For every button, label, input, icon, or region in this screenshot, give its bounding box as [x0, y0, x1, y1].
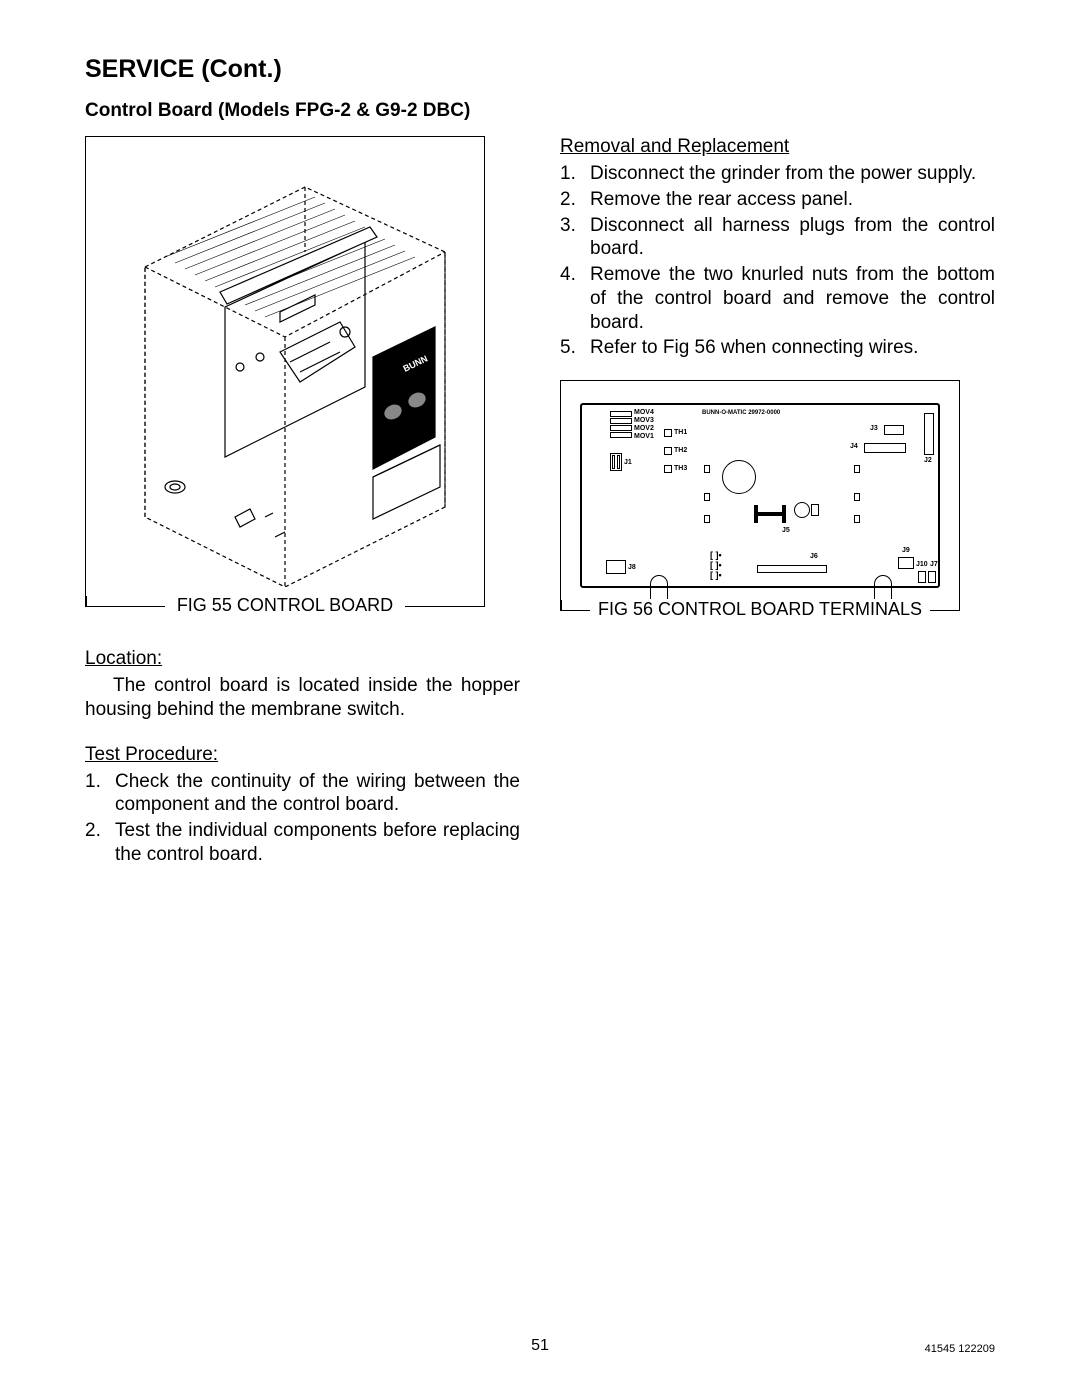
- list-item: 5.Refer to Fig 56 when connecting wires.: [560, 336, 995, 360]
- document-id: 41545 122209: [925, 1343, 995, 1355]
- list-item: 2.Remove the rear access panel.: [560, 188, 995, 212]
- location-text: The control board is located inside the …: [85, 674, 520, 722]
- list-item: 1.Check the continuity of the wiring bet…: [85, 770, 520, 818]
- test-procedure-list: 1.Check the continuity of the wiring bet…: [85, 770, 520, 867]
- test-procedure-label: Test Procedure:: [85, 744, 520, 766]
- fig56-container: BUNN-O-MATIC 29972-0000 MOV4 MOV3 MOV2 M…: [560, 380, 960, 630]
- pcb-part-number: BUNN-O-MATIC 29972-0000: [702, 410, 780, 416]
- left-column: BUNN FIG 55 CONTROL BOARD: [85, 136, 520, 869]
- fig55-container: BUNN FIG 55 CONTROL BOARD: [85, 136, 485, 626]
- fig56-frame: BUNN-O-MATIC 29972-0000 MOV4 MOV3 MOV2 M…: [560, 380, 960, 610]
- page: SERVICE (Cont.) Control Board (Models FP…: [0, 0, 1080, 1397]
- list-item: 3.Disconnect all harness plugs from the …: [560, 214, 995, 262]
- location-label: Location:: [85, 648, 520, 670]
- two-column-layout: BUNN FIG 55 CONTROL BOARD: [85, 136, 995, 869]
- removal-label: Removal and Replacement: [560, 136, 995, 158]
- page-heading: SERVICE (Cont.): [85, 55, 995, 84]
- removal-steps-list: 1.Disconnect the grinder from the power …: [560, 162, 995, 360]
- list-item: 4.Remove the two knurled nuts from the b…: [560, 263, 995, 334]
- pcb-diagram: BUNN-O-MATIC 29972-0000 MOV4 MOV3 MOV2 M…: [580, 403, 940, 588]
- fig55-caption: FIG 55 CONTROL BOARD: [169, 595, 401, 615]
- fig55-frame: BUNN: [85, 136, 485, 606]
- page-subheading: Control Board (Models FPG-2 & G9-2 DBC): [85, 100, 995, 122]
- page-number: 51: [0, 1337, 1080, 1355]
- right-column: Removal and Replacement 1.Disconnect the…: [560, 136, 995, 869]
- list-item: 2.Test the individual components before …: [85, 819, 520, 867]
- list-item: 1.Disconnect the grinder from the power …: [560, 162, 995, 186]
- fig56-caption: FIG 56 CONTROL BOARD TERMINALS: [590, 599, 930, 619]
- fig55-drawing: BUNN: [105, 157, 465, 587]
